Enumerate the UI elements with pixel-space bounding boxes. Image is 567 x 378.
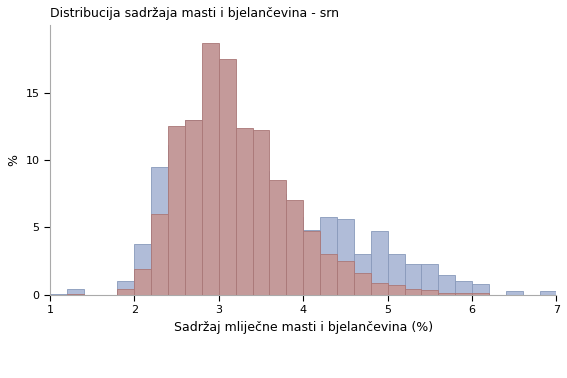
Bar (236, 169, 252, 295)
Bar (472, 293, 489, 295)
Bar (286, 200, 303, 295)
Bar (117, 290, 134, 295)
Bar (506, 291, 523, 295)
Bar (236, 128, 252, 295)
Bar (540, 291, 556, 295)
Bar (252, 130, 269, 295)
Bar (354, 273, 371, 295)
Bar (151, 167, 168, 295)
Bar (472, 284, 489, 295)
Bar (134, 269, 151, 295)
Bar (67, 294, 84, 295)
Bar (438, 293, 455, 295)
Bar (185, 119, 202, 295)
Bar (269, 194, 286, 295)
Bar (421, 290, 438, 295)
Bar (286, 217, 303, 295)
Bar (337, 219, 354, 295)
Bar (168, 145, 185, 295)
Bar (117, 281, 134, 295)
Bar (354, 254, 371, 295)
Bar (371, 283, 388, 295)
Bar (388, 254, 404, 295)
X-axis label: Sadržaj mliječne masti i bjelančevina (%): Sadržaj mliječne masti i bjelančevina (%… (174, 321, 433, 334)
Bar (168, 126, 185, 295)
Bar (252, 171, 269, 295)
Bar (269, 180, 286, 295)
Text: Distribucija sadržaja masti i bjelančevina - srn: Distribucija sadržaja masti i bjelančevi… (50, 7, 339, 20)
Bar (320, 217, 337, 295)
Bar (303, 230, 320, 295)
Bar (320, 254, 337, 295)
Bar (202, 143, 219, 295)
Bar (455, 293, 472, 295)
Bar (337, 261, 354, 295)
Bar (438, 275, 455, 295)
Bar (151, 214, 168, 295)
Bar (134, 244, 151, 295)
Bar (219, 140, 236, 295)
Bar (404, 290, 421, 295)
Bar (185, 119, 202, 295)
Bar (303, 231, 320, 295)
Y-axis label: %: % (7, 154, 20, 166)
Bar (421, 264, 438, 295)
Bar (404, 264, 421, 295)
Bar (67, 289, 84, 295)
Bar (371, 231, 388, 295)
Bar (388, 285, 404, 295)
Bar (455, 281, 472, 295)
Bar (219, 59, 236, 295)
Bar (202, 43, 219, 295)
Bar (50, 294, 67, 295)
